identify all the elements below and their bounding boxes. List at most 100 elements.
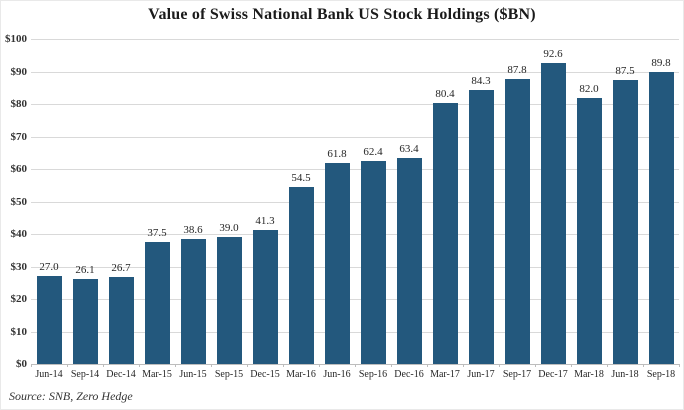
x-axis-tick-label: Mar-16 xyxy=(286,369,316,380)
bar-value-label: 26.7 xyxy=(111,262,131,275)
bar xyxy=(360,161,386,364)
bar-column: 41.3 xyxy=(247,39,283,364)
bar xyxy=(180,238,206,364)
bar-value-label: 87.5 xyxy=(615,64,635,77)
x-axis-tick-label: Dec-16 xyxy=(394,369,424,380)
bar-column: 26.7 xyxy=(103,39,139,364)
bar-value-label: 39.0 xyxy=(219,222,239,235)
bar-column: 63.4 xyxy=(391,39,427,364)
bar-value-label: 63.4 xyxy=(399,142,419,155)
x-axis-tick-label: Jun-14 xyxy=(35,369,63,380)
bar-value-label: 54.5 xyxy=(291,171,311,184)
x-axis-tick-label: Mar-17 xyxy=(430,369,460,380)
bar xyxy=(288,186,314,364)
gridline xyxy=(31,266,679,268)
bar-value-label: 37.5 xyxy=(147,227,167,240)
bar xyxy=(576,97,602,364)
x-axis-tick xyxy=(643,364,644,367)
y-axis-tick-label: $90 xyxy=(10,65,28,78)
bar-value-label: 89.8 xyxy=(651,57,671,70)
bar xyxy=(468,90,494,364)
x-axis-tick-label: Sep-17 xyxy=(502,369,532,380)
x-axis-tick xyxy=(571,364,572,367)
bar-column: 92.6 xyxy=(535,39,571,364)
bar-column: 80.4 xyxy=(427,39,463,364)
x-axis-tick xyxy=(66,364,68,367)
gridline xyxy=(31,201,679,203)
x-axis-tick xyxy=(102,364,104,367)
x-axis-tick-label: Dec-14 xyxy=(106,369,136,380)
y-axis-tick-label: $0 xyxy=(16,358,27,370)
bar-column: 54.5 xyxy=(283,39,319,364)
bar xyxy=(108,277,134,364)
bar-column: 26.1 xyxy=(67,39,103,364)
bar-column: 62.4 xyxy=(355,39,391,364)
bar-value-label: 62.4 xyxy=(363,146,383,159)
x-axis-tick xyxy=(463,364,464,367)
bar-column: 87.5 xyxy=(607,39,643,364)
x-axis-labels: Jun-14 Sep-14 Dec-14 Mar-15 Jun-15 Sep-15 Dec-… xyxy=(31,364,679,380)
bar-value-label: 38.6 xyxy=(183,223,203,236)
y-axis-tick-label: $20 xyxy=(10,293,28,305)
source-note: Source: SNB, Zero Hedge xyxy=(9,389,133,403)
gridline xyxy=(31,234,679,235)
y-axis-tick-label: $30 xyxy=(10,260,28,273)
bar xyxy=(252,229,278,364)
chart-title: Value of Swiss National Bank US Stock Ho… xyxy=(148,6,536,23)
bar-column: 39.0 xyxy=(211,39,247,364)
x-axis-tick xyxy=(211,364,212,367)
x-axis-tick-label: Mar-18 xyxy=(574,369,604,380)
x-axis-tick xyxy=(283,364,284,367)
bar-value-label: 61.8 xyxy=(327,148,347,161)
bar xyxy=(144,242,170,364)
bar-column: 84.3 xyxy=(463,39,499,364)
bars-container: 27.0 26.1 26.7 37.5 38.6 39.0 41.3 54.5 61.8 62.4… xyxy=(31,39,679,364)
bar-value-label: 82.0 xyxy=(579,82,599,95)
x-axis-tick xyxy=(606,364,608,367)
x-axis-tick-label: Jun-16 xyxy=(323,369,351,380)
x-axis-tick-label: Dec-15 xyxy=(250,369,280,380)
bar-value-label: 92.6 xyxy=(543,48,563,61)
bar xyxy=(540,63,566,364)
x-axis-tick-label: Mar-15 xyxy=(142,369,172,380)
bar-value-label: 26.1 xyxy=(75,264,95,277)
x-axis-tick xyxy=(139,364,140,367)
x-axis-tick-label: Sep-16 xyxy=(358,369,388,380)
y-axis-tick-label: $10 xyxy=(10,325,28,338)
gridline xyxy=(31,331,679,333)
bar-value-label: 84.3 xyxy=(471,75,491,88)
x-axis-tick xyxy=(391,364,392,367)
bar-value-label: 27.0 xyxy=(39,261,59,274)
x-axis-tick xyxy=(318,364,320,367)
bar-value-label: 41.3 xyxy=(255,214,275,227)
x-axis-tick-label: Sep-18 xyxy=(646,369,676,380)
bar xyxy=(504,78,530,364)
bar-column: 37.5 xyxy=(139,39,175,364)
x-axis-tick-label: Jun-17 xyxy=(467,369,495,380)
bar xyxy=(648,72,674,364)
plot-area: $0 $10 $20 $30 $40 $50 $60 $70 $80 $90 $100 27.0 26… xyxy=(5,33,680,380)
x-axis-tick-label: Dec-17 xyxy=(538,369,568,380)
bar-column: 87.8 xyxy=(499,39,535,364)
bar xyxy=(432,102,458,364)
gridline xyxy=(31,136,679,138)
bar-column: 82.0 xyxy=(571,39,607,364)
y-axis-tick-label: $60 xyxy=(10,163,28,175)
x-axis-ticks xyxy=(31,364,680,367)
y-axis-tick-label: $100 xyxy=(5,33,27,45)
gridline xyxy=(31,169,679,170)
x-axis-tick xyxy=(174,364,176,367)
bar xyxy=(324,163,350,364)
x-axis-tick xyxy=(31,364,32,367)
y-axis-tick-label: $40 xyxy=(10,228,28,240)
gridline xyxy=(31,299,679,300)
y-axis-tick-label: $50 xyxy=(10,195,28,208)
bar xyxy=(72,279,98,364)
bar-column: 38.6 xyxy=(175,39,211,364)
y-axis-tick-label: $80 xyxy=(10,98,28,110)
bar xyxy=(612,79,638,364)
y-axis-tick-label: $70 xyxy=(10,130,28,143)
x-axis-tick-label: Sep-14 xyxy=(70,369,100,380)
bar-value-label: 87.8 xyxy=(507,63,527,76)
